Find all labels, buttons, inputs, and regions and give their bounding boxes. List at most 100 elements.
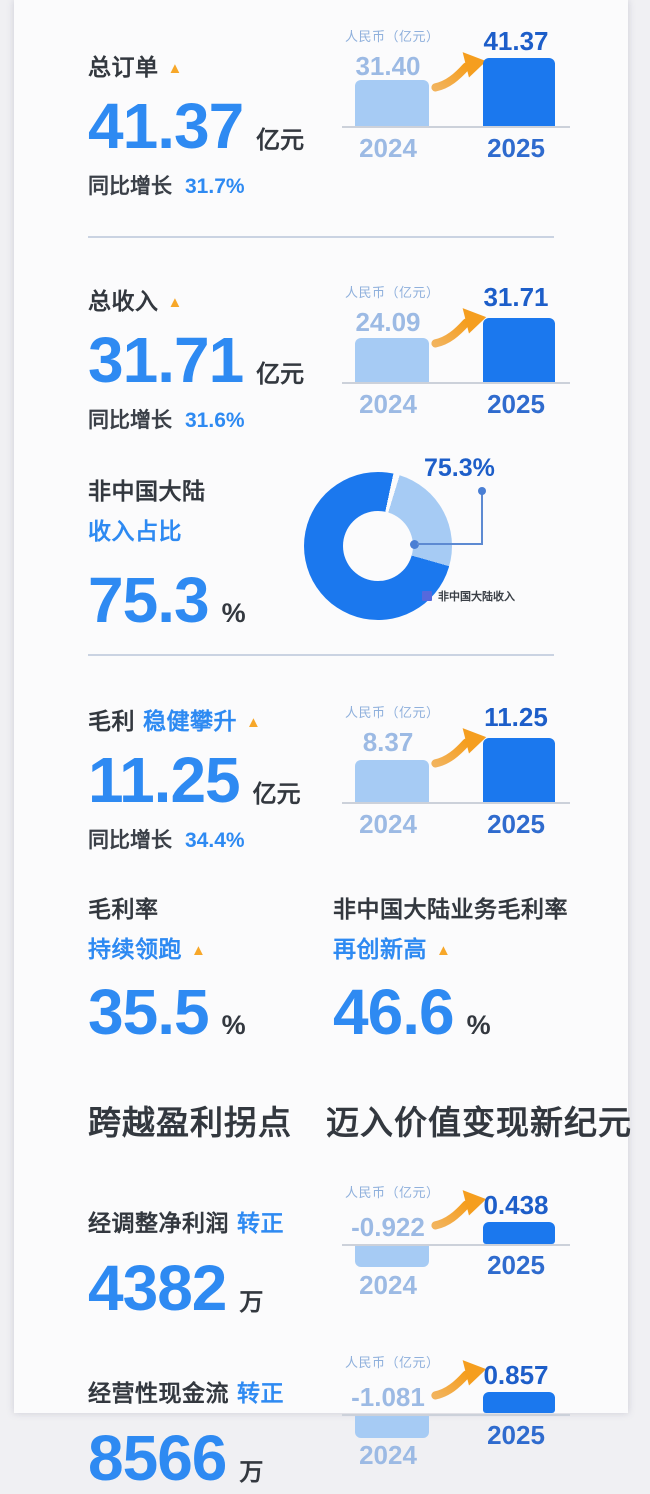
- adj-profit-value: 4382 万: [88, 1256, 284, 1320]
- growth-label: 同比增长: [88, 829, 172, 852]
- bar-value-2024: 24.09: [355, 307, 421, 337]
- orders-growth: 同比增长 31.7%: [88, 170, 304, 200]
- overseas-margin-subtitle: 再创新高 ▲: [333, 930, 576, 964]
- bar-value-2025: 31.71: [483, 282, 549, 312]
- adj-profit-title: 经调整净利润 转正: [88, 1204, 284, 1238]
- overseas-share-donut-chart: 75.3% 非中国大陆收入: [296, 450, 576, 626]
- bar-2024: [355, 338, 429, 384]
- op-cashflow-title: 经营性现金流 转正: [88, 1374, 284, 1408]
- op-cashflow-bar-chart: 人民币（亿元） -1.081 0.857 2024 2025: [342, 1352, 574, 1490]
- overseas-share-number: 75.3: [88, 564, 210, 636]
- orders-title-text: 总订单: [88, 54, 159, 80]
- bar-2024: [355, 80, 429, 128]
- up-triangle-icon: ▲: [167, 60, 183, 77]
- gross-profit-growth: 同比增长 34.4%: [88, 824, 301, 854]
- year-label-2025: 2025: [487, 1250, 545, 1280]
- revenue-unit: 亿元: [256, 361, 305, 388]
- section-gross-profit: 毛利 稳健攀升 ▲ 11.25 亿元 同比增长 34.4% 人民币（亿元） 8.37 1…: [88, 702, 576, 854]
- adj-profit-bar-chart: 人民币（亿元） -0.922 0.438 2024 2025: [342, 1182, 574, 1320]
- year-label-2024: 2024: [359, 1270, 417, 1300]
- callout-dot: [478, 487, 486, 495]
- bar-value-2025: 11.25: [484, 702, 548, 732]
- orders-bar-chart: 人民币（亿元） 31.40 41.37 2024 2025: [342, 26, 574, 164]
- op-cashflow-title-text: 经营性现金流: [88, 1380, 229, 1406]
- callout-line-horizontal: [417, 543, 483, 545]
- year-label-2024: 2024: [359, 389, 417, 419]
- year-label-2025: 2025: [487, 809, 545, 839]
- year-label-2024: 2024: [359, 809, 417, 839]
- growth-percent: 34.4%: [185, 829, 245, 852]
- gross-profit-title-text: 毛利: [88, 708, 135, 734]
- infographic-card: 总订单 ▲ 41.37 亿元 同比增长 31.7% 人民币（亿元） 31.40 41.…: [14, 0, 631, 1490]
- x-axis: [342, 802, 570, 804]
- gross-profit-number: 11.25: [88, 744, 241, 816]
- growth-percent: 31.7%: [185, 175, 245, 198]
- overseas-margin-value: 46.6%: [333, 980, 576, 1044]
- growth-percent: 31.6%: [185, 409, 245, 432]
- legend-label: 非中国大陆收入: [438, 591, 515, 603]
- overseas-margin-unit: %: [466, 1010, 491, 1040]
- gross-profit-bar-chart: 人民币（亿元） 8.37 11.25 2024 2025: [342, 702, 574, 840]
- callout-dot: [410, 540, 419, 549]
- chart-unit-label: 人民币（亿元）: [345, 1355, 440, 1370]
- overseas-share-value: 75.3%: [88, 568, 246, 632]
- op-cashflow-value: 8566 万: [88, 1426, 284, 1490]
- year-label-2025: 2025: [487, 133, 545, 163]
- bar-2024: [355, 760, 429, 804]
- up-triangle-icon: ▲: [167, 294, 183, 311]
- gross-profit-value: 11.25 亿元: [88, 748, 301, 812]
- section-op-cashflow: 经营性现金流 转正 8566 万 人民币（亿元） -1.081 0.857 2024…: [88, 1352, 576, 1490]
- gross-margin-title: 毛利率: [88, 896, 159, 922]
- bar-value-2024: -0.922: [351, 1212, 425, 1242]
- bar-value-2024: 8.37: [362, 727, 414, 757]
- legend-swatch-icon: [422, 591, 432, 601]
- bar-value-2025: 41.37: [483, 26, 549, 56]
- op-cashflow-unit: 万: [239, 1459, 264, 1486]
- gross-margin-number: 35.5: [88, 976, 210, 1048]
- op-cashflow-number: 8566: [88, 1422, 227, 1494]
- gross-margin-unit: %: [221, 1010, 246, 1040]
- growth-label: 同比增长: [88, 175, 172, 198]
- orders-unit: 亿元: [256, 127, 305, 154]
- donut-legend: 非中国大陆收入: [422, 588, 515, 604]
- overseas-share-title: 非中国大陆: [88, 472, 246, 506]
- bar-2025: [483, 58, 555, 128]
- revenue-growth: 同比增长 31.6%: [88, 404, 304, 434]
- section-adj-profit: 经调整净利润 转正 4382 万 人民币（亿元） -0.922 0.438 2024…: [88, 1182, 576, 1320]
- overseas-share-metric: 非中国大陆 收入占比 75.3%: [88, 450, 246, 632]
- x-axis: [342, 1414, 570, 1416]
- chart-unit-label: 人民币（亿元）: [345, 29, 440, 44]
- separator: [88, 236, 554, 238]
- growth-arrow-icon: [431, 1360, 487, 1400]
- section-revenue: 总收入 ▲ 31.71 亿元 同比增长 31.6% 人民币（亿元） 24.09 31.…: [88, 282, 576, 434]
- overseas-share-unit: %: [221, 598, 246, 628]
- gross-profit-metric: 毛利 稳健攀升 ▲ 11.25 亿元 同比增长 34.4%: [88, 702, 301, 854]
- gross-profit-title: 毛利 稳健攀升 ▲: [88, 702, 301, 736]
- revenue-value: 31.71 亿元: [88, 328, 304, 392]
- bar-2024: [355, 1246, 429, 1267]
- donut-callout-label: 75.3%: [424, 454, 495, 482]
- bar-2025: [483, 1392, 555, 1413]
- gross-margin-subtitle: 持续领跑 ▲: [88, 930, 331, 964]
- year-label-2024: 2024: [359, 1440, 417, 1470]
- gross-margin-subtitle-text: 持续领跑: [88, 936, 182, 962]
- revenue-bar-chart: 人民币（亿元） 24.09 31.71 2024 2025: [342, 282, 574, 420]
- year-label-2025: 2025: [487, 1420, 545, 1450]
- orders-metric: 总订单 ▲ 41.37 亿元 同比增长 31.7%: [88, 26, 304, 200]
- gross-profit-unit: 亿元: [252, 781, 301, 808]
- adj-profit-number: 4382: [88, 1252, 227, 1324]
- op-cashflow-metric: 经营性现金流 转正 8566 万: [88, 1352, 284, 1490]
- gross-profit-subtitle: 稳健攀升: [143, 708, 237, 734]
- growth-arrow-icon: [431, 1190, 487, 1230]
- section-orders: 总订单 ▲ 41.37 亿元 同比增长 31.7% 人民币（亿元） 31.40 41.…: [88, 26, 576, 200]
- orders-value: 41.37 亿元: [88, 94, 304, 158]
- overseas-share-subtitle-text: 收入占比: [88, 518, 182, 544]
- overseas-margin-col: 非中国大陆业务毛利率 再创新高 ▲ 46.6%: [333, 890, 576, 1044]
- revenue-metric: 总收入 ▲ 31.71 亿元 同比增长 31.6%: [88, 282, 304, 434]
- year-label-2025: 2025: [487, 389, 545, 419]
- overseas-margin-subtitle-text: 再创新高: [333, 936, 427, 962]
- bar-2025: [483, 318, 555, 384]
- separator: [88, 654, 554, 656]
- up-triangle-icon: ▲: [436, 942, 452, 959]
- chart-unit-label: 人民币（亿元）: [345, 705, 440, 720]
